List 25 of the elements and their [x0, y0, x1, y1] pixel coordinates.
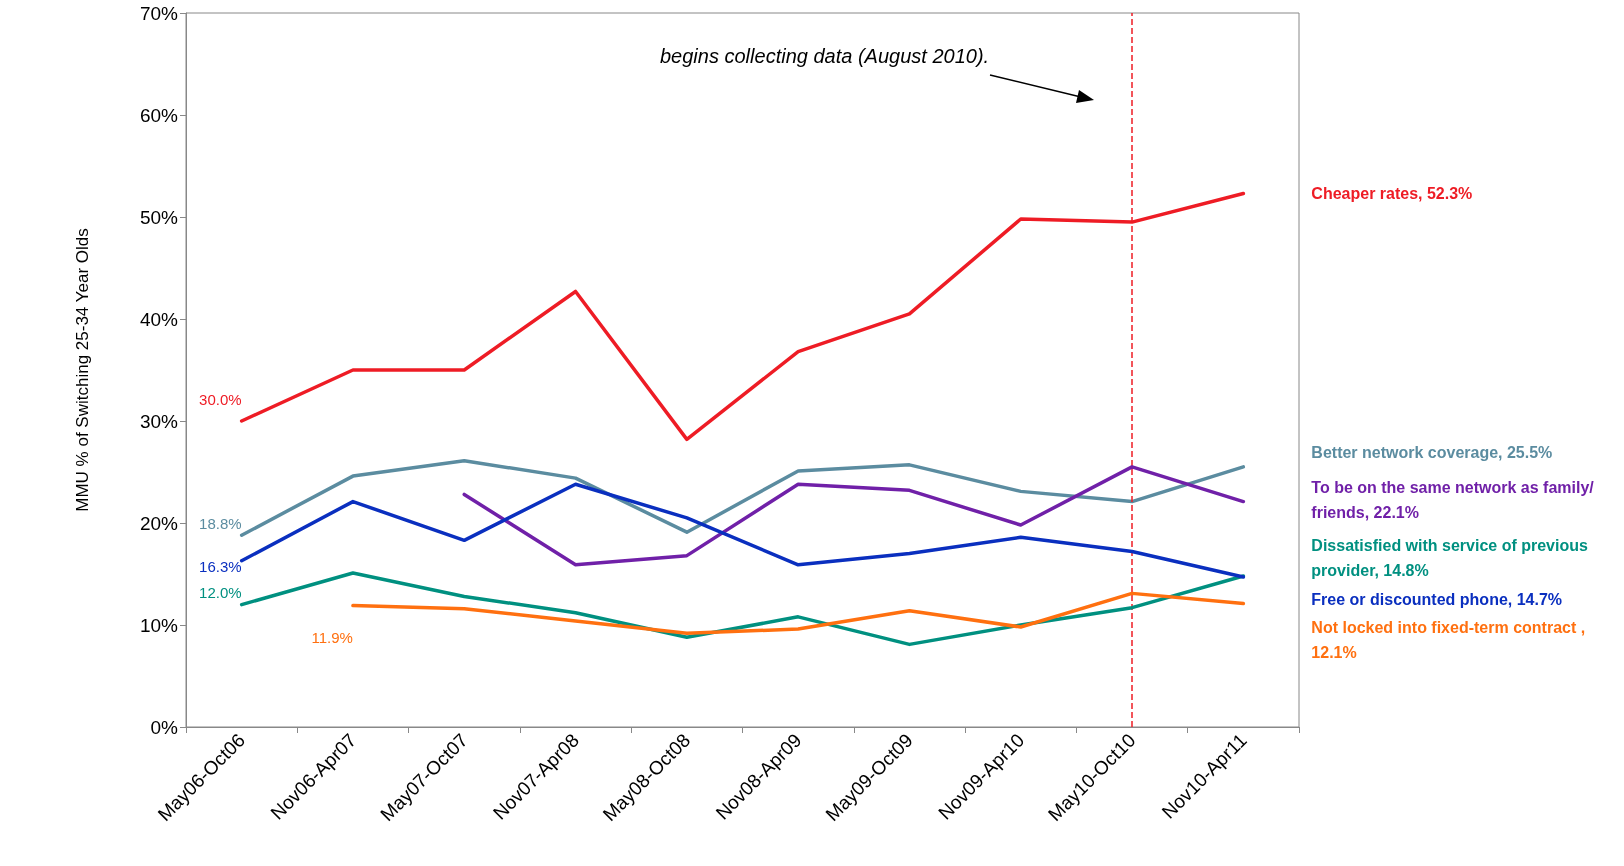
data-label: 30.0%: [199, 390, 242, 408]
line-series: [239, 482, 1246, 579]
text: Free or discounted phone, 14.7%: [1311, 590, 1563, 608]
y-tick-label: 20%: [139, 512, 179, 534]
text: To be on the same network as family/friends, 22.1%: [1311, 478, 1595, 521]
text: Cheaper rates, 52.3%: [1311, 185, 1473, 203]
data-label: 18.8%: [199, 514, 242, 532]
line-series: [351, 591, 1246, 635]
data-label: 11.9%: [311, 629, 353, 647]
y-axis-title: MMU % of Switching 25-34 Year Olds: [73, 228, 92, 512]
data-label: 12.0%: [199, 584, 242, 602]
text: Not locked into fixed-term contract , 12.1%: [1311, 618, 1590, 661]
y-tick-label: 40%: [139, 308, 179, 330]
annotation: begins collecting data (August 2010).: [660, 45, 990, 67]
line-series: [462, 465, 1246, 567]
y-tick-label: 60%: [139, 104, 179, 126]
y-tick-label: 10%: [139, 614, 179, 636]
text: Better network coverage, 25.5%: [1311, 444, 1553, 462]
y-tick-label: 0%: [150, 716, 179, 738]
line-series: [239, 459, 1246, 537]
text: Dissatisfied with service of previous provider, 14.8%: [1311, 537, 1593, 580]
y-tick-label: 70%: [139, 2, 179, 24]
y-tick-label: 50%: [139, 206, 179, 228]
data-label: 16.3%: [199, 558, 242, 576]
y-tick-label: 30%: [139, 410, 179, 432]
